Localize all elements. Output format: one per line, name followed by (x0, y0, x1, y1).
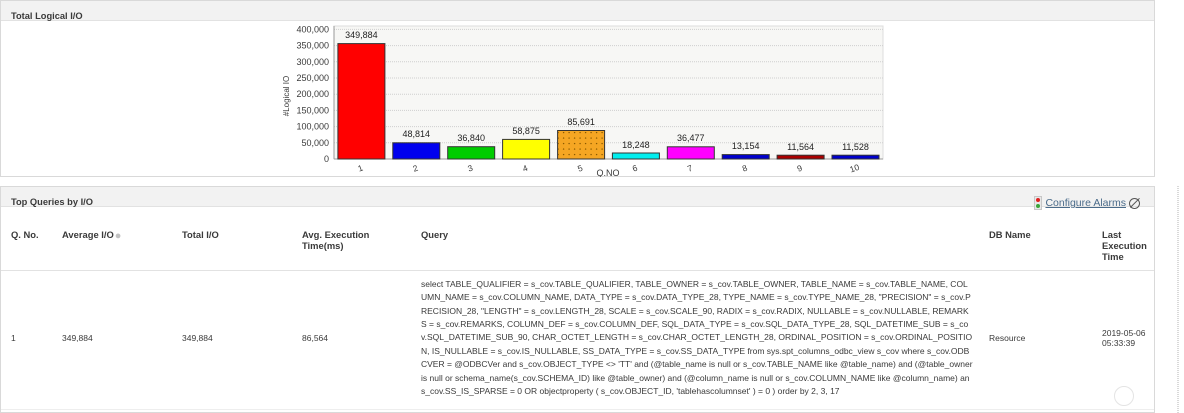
svg-text:50,000: 50,000 (301, 138, 329, 148)
svg-text:13,154: 13,154 (732, 141, 760, 151)
svg-text:300,000: 300,000 (296, 57, 329, 67)
svg-text:150,000: 150,000 (296, 105, 329, 115)
svg-text:11,564: 11,564 (787, 142, 814, 152)
svg-text:58,875: 58,875 (512, 126, 540, 136)
svg-text:36,840: 36,840 (457, 133, 485, 143)
svg-text:8: 8 (741, 163, 749, 174)
svg-text:6: 6 (631, 163, 639, 174)
svg-text:7: 7 (686, 163, 694, 174)
svg-text:85,691: 85,691 (567, 117, 595, 127)
svg-text:0: 0 (324, 154, 329, 164)
svg-text:349,884: 349,884 (345, 30, 378, 40)
svg-text:48,814: 48,814 (403, 129, 431, 139)
svg-text:1: 1 (356, 163, 364, 174)
svg-text:18,248: 18,248 (622, 140, 650, 150)
svg-text:11,528: 11,528 (842, 142, 869, 152)
svg-text:2: 2 (411, 163, 419, 174)
svg-text:9: 9 (796, 163, 804, 174)
svg-text:36,477: 36,477 (677, 133, 705, 143)
svg-text:4: 4 (521, 163, 529, 174)
svg-text:200,000: 200,000 (296, 89, 329, 99)
svg-text:250,000: 250,000 (296, 73, 329, 83)
svg-text:10: 10 (848, 162, 861, 175)
svg-text:#Logical IO: #Logical IO (282, 76, 291, 116)
svg-text:400,000: 400,000 (296, 24, 329, 34)
svg-text:100,000: 100,000 (296, 122, 329, 132)
svg-text:350,000: 350,000 (296, 41, 329, 51)
svg-text:Q.NO: Q.NO (596, 168, 619, 177)
svg-text:3: 3 (466, 163, 474, 174)
svg-text:5: 5 (576, 163, 584, 174)
